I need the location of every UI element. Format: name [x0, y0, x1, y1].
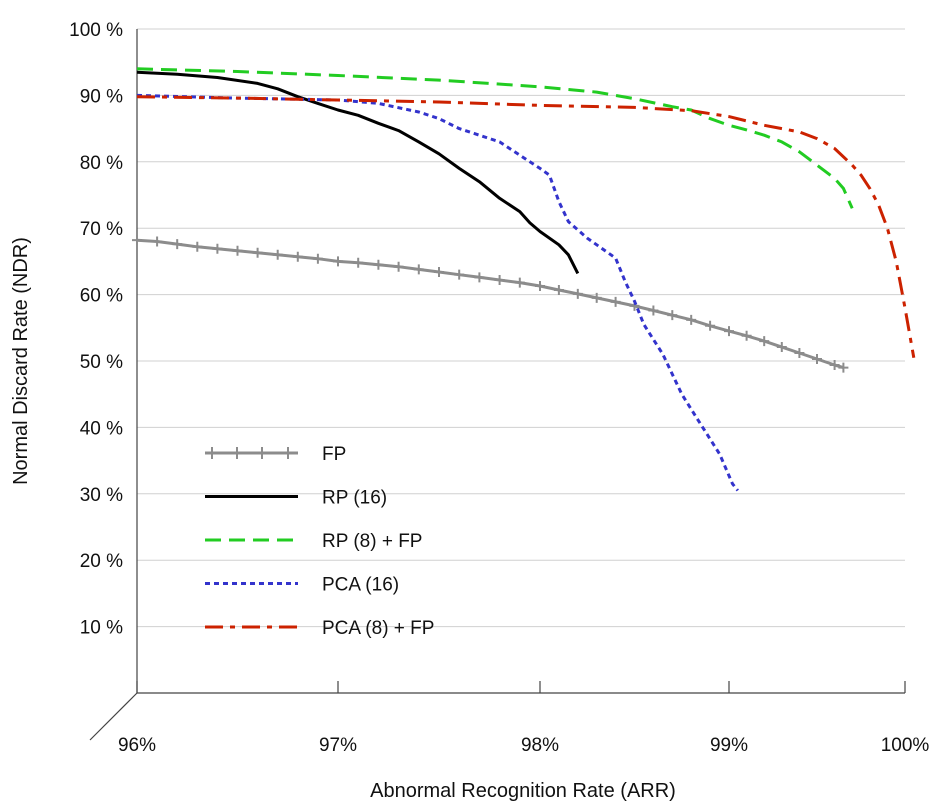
series-2 [136, 67, 854, 209]
data-point-marker [353, 257, 364, 268]
data-point-marker [686, 314, 697, 325]
data-point-marker [212, 243, 223, 254]
y-tick-label: 70 % [80, 219, 123, 240]
data-point-marker [132, 235, 142, 246]
y-tick-label: 90 % [80, 86, 123, 107]
data-point-marker [591, 292, 602, 303]
legend: FP RP (16) RP (8) + FP PCA (16) PCA (8) + FP [205, 444, 434, 639]
y-tick-label: 50 % [80, 352, 123, 373]
data-point-marker [724, 326, 734, 337]
y-axis-title: Normal Discard Rate (NDR) [10, 237, 32, 485]
legend-label: RP (8) + FP [322, 531, 422, 552]
data-point-marker [474, 272, 485, 283]
y-tick-label: 80 % [80, 153, 123, 174]
legend-item: RP (8) + FP [205, 531, 422, 552]
axes [89, 29, 905, 741]
series-line [136, 67, 854, 209]
data-point-marker [812, 354, 822, 365]
series-lines [132, 67, 916, 492]
axis-corner-diagonal [89, 692, 138, 741]
series-3 [136, 93, 739, 492]
legend-label: FP [322, 444, 346, 465]
data-point-marker [610, 296, 621, 307]
data-point-marker [494, 274, 505, 285]
series-0 [132, 235, 849, 373]
x-tick-label: 99% [710, 735, 748, 756]
data-point-marker [667, 310, 678, 321]
data-point-marker [434, 267, 444, 278]
legend-item: PCA (8) + FP [205, 618, 434, 639]
data-point-marker [741, 330, 752, 341]
data-point-marker [333, 256, 343, 267]
data-point-marker [292, 251, 303, 262]
legend-marker [257, 447, 267, 459]
gridlines [137, 28, 905, 628]
legend-marker [283, 447, 293, 459]
series-line [136, 238, 844, 370]
x-tick-label: 98% [521, 735, 559, 756]
legend-item: RP (16) [205, 488, 387, 509]
data-point-marker [152, 236, 163, 247]
data-point-marker [648, 305, 659, 316]
x-tick-label: 96% [118, 735, 156, 756]
x-axis-title: Abnormal Recognition Rate (ARR) [370, 780, 676, 802]
y-tick-label: 40 % [80, 418, 123, 439]
y-tick-label: 10 % [80, 618, 123, 639]
data-point-marker [514, 277, 525, 288]
data-point-marker [776, 342, 787, 353]
data-point-marker [393, 261, 404, 272]
series-line [136, 70, 580, 275]
y-tick-label: 20 % [80, 551, 123, 572]
data-point-marker [413, 264, 424, 275]
data-point-marker [535, 280, 545, 291]
legend-label: PCA (16) [322, 575, 399, 596]
data-point-marker [192, 241, 203, 252]
data-point-marker [252, 247, 263, 258]
data-point-marker [572, 288, 583, 299]
legend-marker [207, 447, 217, 459]
x-tick-label: 100% [881, 735, 930, 756]
data-point-marker [759, 336, 770, 347]
legend-item: FP [205, 444, 346, 465]
data-point-marker [172, 239, 183, 250]
data-point-marker [454, 269, 465, 280]
data-point-marker [705, 320, 716, 331]
x-axis-ticks: 96% 97% 98% 99% 100% [118, 681, 929, 756]
data-point-marker [232, 245, 243, 256]
legend-label: PCA (8) + FP [322, 618, 434, 639]
data-point-marker [838, 362, 849, 373]
legend-marker [232, 447, 242, 459]
y-tick-label: 100 % [69, 20, 123, 41]
y-axis-ticks: 10 % 20 % 30 % 40 % 50 % 60 % 70 % 80 % 90 % 100 … [69, 20, 123, 639]
data-point-marker [553, 284, 564, 295]
y-tick-label: 30 % [80, 485, 123, 506]
series-4 [136, 95, 916, 358]
x-tick-label: 97% [319, 735, 357, 756]
legend-item: PCA (16) [205, 575, 399, 596]
data-point-marker [794, 348, 805, 359]
data-point-marker [373, 259, 384, 270]
data-point-marker [312, 253, 323, 264]
series-line [136, 93, 739, 492]
legend-label: RP (16) [322, 488, 387, 509]
series-1 [136, 70, 580, 275]
data-point-marker [829, 359, 840, 370]
series-line [136, 95, 916, 358]
y-tick-label: 60 % [80, 286, 123, 307]
data-point-marker [272, 249, 283, 260]
